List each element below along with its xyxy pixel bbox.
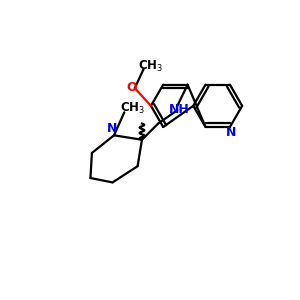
Text: N: N <box>107 122 118 135</box>
Text: NH: NH <box>168 103 189 116</box>
Text: O: O <box>127 81 137 94</box>
Text: CH$_3$: CH$_3$ <box>120 101 145 116</box>
Text: N: N <box>226 126 237 139</box>
Text: CH$_3$: CH$_3$ <box>137 58 163 74</box>
